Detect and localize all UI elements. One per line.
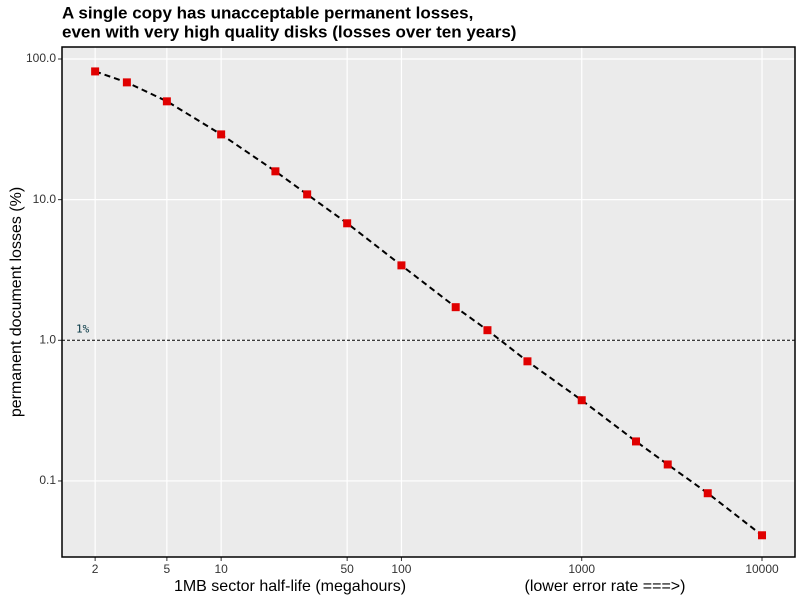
data-point	[523, 357, 532, 366]
reference-label: 1%	[76, 322, 90, 335]
x-tick-label: 10	[214, 562, 228, 576]
x-tick-label: 10000	[745, 562, 779, 576]
y-tick-label: 100.0	[26, 51, 56, 65]
y-tick-label: 0.1	[39, 473, 56, 487]
data-point	[397, 261, 406, 270]
x-tick-label: 1000	[568, 562, 595, 576]
data-point	[631, 437, 640, 446]
data-point	[483, 326, 492, 335]
data-point	[122, 78, 131, 87]
y-axis-label: permanent document losses (%)	[8, 187, 25, 417]
x-axis-note: (lower error rate ===>)	[525, 578, 686, 595]
chart-title: A single copy has unacceptable permanent…	[62, 3, 473, 22]
data-point	[217, 130, 226, 139]
x-tick-label: 100	[391, 562, 411, 576]
data-point	[663, 460, 672, 469]
x-tick-label: 2	[92, 562, 99, 576]
y-tick-label: 10.0	[33, 192, 57, 206]
plot-area	[62, 47, 795, 557]
data-point	[343, 219, 352, 228]
x-tick-label: 50	[340, 562, 354, 576]
data-point	[703, 489, 712, 498]
data-point	[758, 531, 767, 540]
y-tick-label: 1.0	[39, 332, 56, 346]
data-point	[271, 167, 280, 176]
data-point	[91, 67, 100, 76]
chart-title: even with very high quality disks (losse…	[62, 22, 516, 41]
data-point	[162, 97, 171, 106]
x-axis-label: 1MB sector half-life (megahours)	[174, 578, 406, 595]
data-point	[577, 396, 586, 405]
x-tick-label: 5	[164, 562, 171, 576]
data-point	[451, 303, 460, 312]
axes-frame	[61, 46, 796, 558]
data-point	[303, 190, 312, 199]
